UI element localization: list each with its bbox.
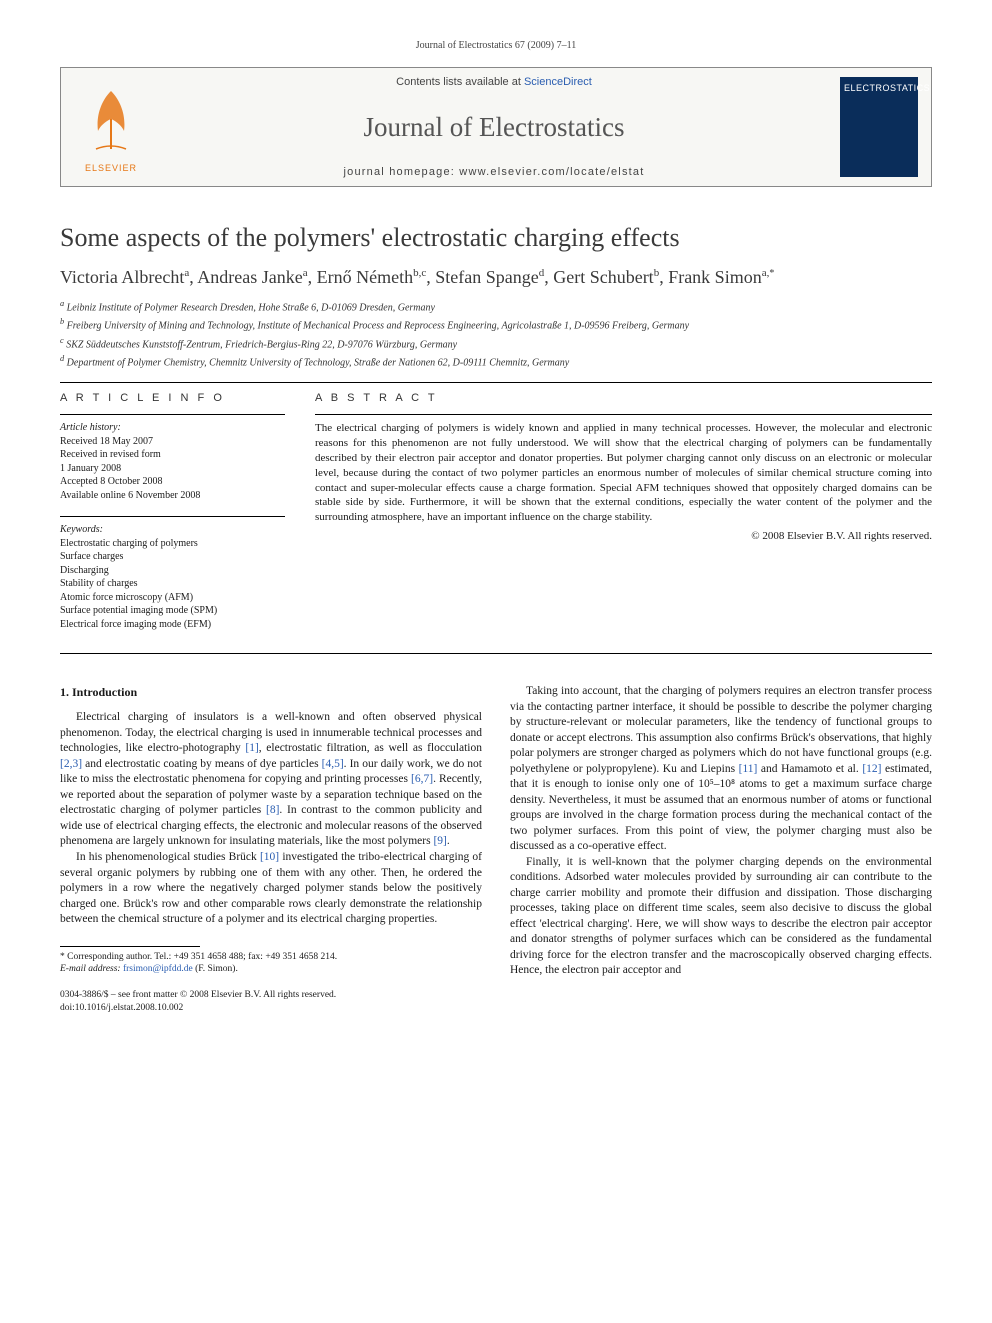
info-rule xyxy=(60,414,285,415)
article-info-heading: A R T I C L E I N F O xyxy=(60,391,285,406)
keyword-0: Electrostatic charging of polymers xyxy=(60,537,285,551)
cover-thumb-block: ELECTROSTATICS xyxy=(827,68,931,186)
keywords-title: Keywords: xyxy=(60,523,285,537)
affiliations: a Leibniz Institute of Polymer Research … xyxy=(60,298,932,370)
article-title: Some aspects of the polymers' electrosta… xyxy=(60,223,932,253)
affiliation-a-text: Leibniz Institute of Polymer Research Dr… xyxy=(67,302,435,313)
keyword-4: Atomic force microscopy (AFM) xyxy=(60,591,285,605)
section-1-heading: 1. Introduction xyxy=(60,684,482,700)
issn-line: 0304-3886/$ – see front matter © 2008 El… xyxy=(60,989,482,1001)
publisher-logo-block: ELSEVIER xyxy=(61,68,161,186)
corresponding-author-footnote: * Corresponding author. Tel.: +49 351 46… xyxy=(60,951,482,976)
info-abstract-row: A R T I C L E I N F O Article history: R… xyxy=(60,391,932,645)
article-history-block: Article history: Received 18 May 2007 Re… xyxy=(60,421,285,502)
history-line-3: Accepted 8 October 2008 xyxy=(60,475,285,489)
intro-para-3: Taking into account, that the charging o… xyxy=(510,684,932,855)
body-text: 1. Introduction Electrical charging of i… xyxy=(60,684,932,1014)
keyword-6: Electrical force imaging mode (EFM) xyxy=(60,618,285,632)
rule-bottom xyxy=(60,653,932,654)
contents-lists-line: Contents lists available at ScienceDirec… xyxy=(161,76,827,88)
running-head: Journal of Electrostatics 67 (2009) 7–11 xyxy=(60,40,932,51)
affiliation-b: b Freiberg University of Mining and Tech… xyxy=(60,316,932,333)
contents-prefix: Contents lists available at xyxy=(396,76,524,88)
history-title: Article history: xyxy=(60,421,285,435)
journal-title: Journal of Electrostatics xyxy=(161,112,827,143)
affiliation-c-text: SKZ Süddeutsches Kunststoff-Zentrum, Fri… xyxy=(66,339,457,350)
keyword-3: Stability of charges xyxy=(60,577,285,591)
affiliation-c: c SKZ Süddeutsches Kunststoff-Zentrum, F… xyxy=(60,335,932,352)
homepage-url[interactable]: www.elsevier.com/locate/elstat xyxy=(459,166,644,178)
keyword-2: Discharging xyxy=(60,564,285,578)
affiliation-b-text: Freiberg University of Mining and Techno… xyxy=(67,321,689,332)
homepage-label: journal homepage: xyxy=(344,166,460,178)
history-line-2: 1 January 2008 xyxy=(60,462,285,476)
history-line-1: Received in revised form xyxy=(60,448,285,462)
elsevier-tree-icon xyxy=(76,81,146,161)
masthead: ELSEVIER Contents lists available at Sci… xyxy=(60,67,932,187)
email-label: E-mail address: xyxy=(60,964,121,974)
sciencedirect-link[interactable]: ScienceDirect xyxy=(524,76,592,88)
corr-author-line: * Corresponding author. Tel.: +49 351 46… xyxy=(60,951,482,963)
corr-email-link[interactable]: frsimon@ipfdd.de xyxy=(123,964,193,974)
abstract-text: The electrical charging of polymers is w… xyxy=(315,421,932,525)
footer-meta: 0304-3886/$ – see front matter © 2008 El… xyxy=(60,989,482,1014)
intro-para-1: Electrical charging of insulators is a w… xyxy=(60,710,482,850)
footnote-separator xyxy=(60,946,200,947)
corr-email-line: E-mail address: frsimon@ipfdd.de (F. Sim… xyxy=(60,963,482,975)
journal-cover-thumb: ELECTROSTATICS xyxy=(840,77,918,177)
abstract-copyright: © 2008 Elsevier B.V. All rights reserved… xyxy=(315,529,932,544)
keywords-block: Keywords: Electrostatic charging of poly… xyxy=(60,523,285,631)
info-rule-2 xyxy=(60,516,285,517)
publisher-name: ELSEVIER xyxy=(85,163,137,173)
article-info-col: A R T I C L E I N F O Article history: R… xyxy=(60,391,285,645)
page-root: Journal of Electrostatics 67 (2009) 7–11… xyxy=(0,0,992,1323)
affiliation-d: d Department of Polymer Chemistry, Chemn… xyxy=(60,353,932,370)
doi-line: doi:10.1016/j.elstat.2008.10.002 xyxy=(60,1002,482,1014)
affiliation-a: a Leibniz Institute of Polymer Research … xyxy=(60,298,932,315)
corr-email-who: (F. Simon). xyxy=(195,964,238,974)
intro-para-4: Finally, it is well-known that the polym… xyxy=(510,855,932,979)
author-list: Victoria Albrechta, Andreas Jankea, Ernő… xyxy=(60,267,932,288)
history-line-4: Available online 6 November 2008 xyxy=(60,489,285,503)
rule-top xyxy=(60,382,932,383)
keyword-5: Surface potential imaging mode (SPM) xyxy=(60,604,285,618)
abstract-col: A B S T R A C T The electrical charging … xyxy=(315,391,932,645)
abstract-rule xyxy=(315,414,932,415)
affiliation-d-text: Department of Polymer Chemistry, Chemnit… xyxy=(67,357,570,368)
journal-homepage-line: journal homepage: www.elsevier.com/locat… xyxy=(161,166,827,178)
cover-thumb-title: ELECTROSTATICS xyxy=(844,83,914,93)
intro-para-2: In his phenomenological studies Brück [1… xyxy=(60,850,482,928)
history-line-0: Received 18 May 2007 xyxy=(60,435,285,449)
abstract-heading: A B S T R A C T xyxy=(315,391,932,406)
keyword-1: Surface charges xyxy=(60,550,285,564)
masthead-center: Contents lists available at ScienceDirec… xyxy=(161,68,827,186)
